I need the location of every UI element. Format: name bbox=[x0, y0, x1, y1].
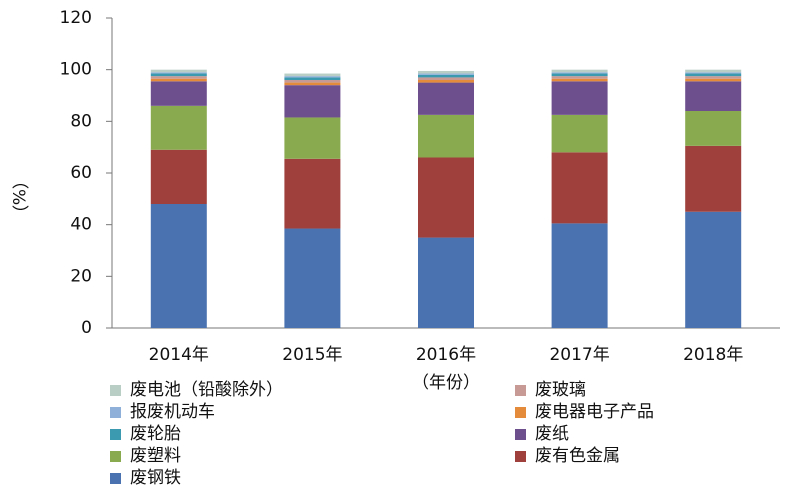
bar-segment bbox=[551, 72, 608, 74]
bar-segment bbox=[150, 105, 207, 150]
bar-segment bbox=[284, 76, 341, 78]
bar-segment bbox=[150, 81, 207, 106]
bar-segment bbox=[551, 78, 608, 82]
bar-segment bbox=[418, 80, 474, 83]
bar-segment bbox=[284, 158, 341, 229]
legend-label: 废轮胎 bbox=[130, 424, 181, 444]
legend-label: 废玻璃 bbox=[535, 380, 586, 400]
bar-segment bbox=[685, 81, 742, 111]
bar-segment bbox=[685, 73, 742, 77]
bar-segment bbox=[150, 149, 207, 204]
bar-segment bbox=[150, 73, 207, 77]
y-axis-title: （%） bbox=[8, 172, 29, 222]
y-tick-label: 100 bbox=[60, 60, 92, 80]
bar-segment bbox=[150, 78, 207, 82]
bar-segment bbox=[418, 114, 474, 158]
y-tick-label: 80 bbox=[70, 111, 92, 131]
y-tick-label: 120 bbox=[60, 8, 92, 28]
bar-segment bbox=[551, 73, 608, 77]
legend-label: 废电池（铅酸除外） bbox=[130, 380, 283, 400]
bar-segment bbox=[685, 72, 742, 74]
legend-swatch bbox=[515, 451, 526, 462]
y-tick-label: 20 bbox=[70, 266, 92, 286]
bar-segment bbox=[284, 77, 341, 80]
bar-segment bbox=[685, 211, 742, 328]
bar-segment bbox=[685, 111, 742, 146]
legend-swatch bbox=[110, 407, 121, 418]
y-tick-label: 60 bbox=[70, 163, 92, 183]
bar-segment bbox=[551, 114, 608, 153]
legend-label: 废电器电子产品 bbox=[535, 402, 654, 422]
x-tick-label: 2017年 bbox=[549, 345, 609, 365]
bar-segment bbox=[150, 72, 207, 74]
y-tick-label: 0 bbox=[81, 318, 92, 338]
bar-segment bbox=[418, 77, 474, 80]
bar-segment bbox=[418, 74, 474, 78]
bar-segment bbox=[551, 152, 608, 224]
bar-segment bbox=[685, 78, 742, 82]
legend-swatch bbox=[110, 429, 121, 440]
legend-swatch bbox=[110, 473, 121, 484]
legend-swatch bbox=[515, 429, 526, 440]
bar-segment bbox=[284, 73, 341, 77]
bar-segment bbox=[551, 81, 608, 115]
legend-swatch bbox=[110, 385, 121, 396]
bar-segment bbox=[284, 228, 341, 328]
bar-segment bbox=[418, 73, 474, 75]
bar-segment bbox=[150, 69, 207, 73]
bar-segment bbox=[685, 69, 742, 73]
legend-label: 废纸 bbox=[535, 424, 569, 444]
legend-swatch bbox=[515, 385, 526, 396]
legend-swatch bbox=[515, 407, 526, 418]
bar-segment bbox=[418, 82, 474, 115]
legend-swatch bbox=[110, 451, 121, 462]
bar-segment bbox=[418, 157, 474, 238]
bar-segment bbox=[284, 82, 341, 86]
bar-segment bbox=[284, 85, 341, 118]
legend-label: 废有色金属 bbox=[535, 446, 620, 466]
y-tick-label: 40 bbox=[70, 215, 92, 235]
x-axis-title: （年份） bbox=[412, 373, 480, 393]
x-tick-label: 2014年 bbox=[149, 345, 209, 365]
bar-segment bbox=[551, 76, 608, 79]
x-tick-label: 2015年 bbox=[282, 345, 342, 365]
bar-segment bbox=[284, 80, 341, 83]
bar-segment bbox=[551, 69, 608, 73]
legend-label: 废钢铁 bbox=[130, 468, 181, 488]
bar-segment bbox=[418, 70, 474, 74]
legend-label: 报废机动车 bbox=[130, 402, 215, 422]
bar-segment bbox=[685, 76, 742, 79]
bar-segment bbox=[551, 223, 608, 328]
x-tick-label: 2016年 bbox=[416, 345, 476, 365]
bar-segment bbox=[685, 145, 742, 212]
bar-segment bbox=[418, 237, 474, 328]
bar-segment bbox=[150, 204, 207, 328]
bar-segment bbox=[150, 76, 207, 79]
x-tick-label: 2018年 bbox=[683, 345, 743, 365]
bar-segment bbox=[284, 117, 341, 159]
legend-label: 废塑料 bbox=[130, 446, 181, 466]
